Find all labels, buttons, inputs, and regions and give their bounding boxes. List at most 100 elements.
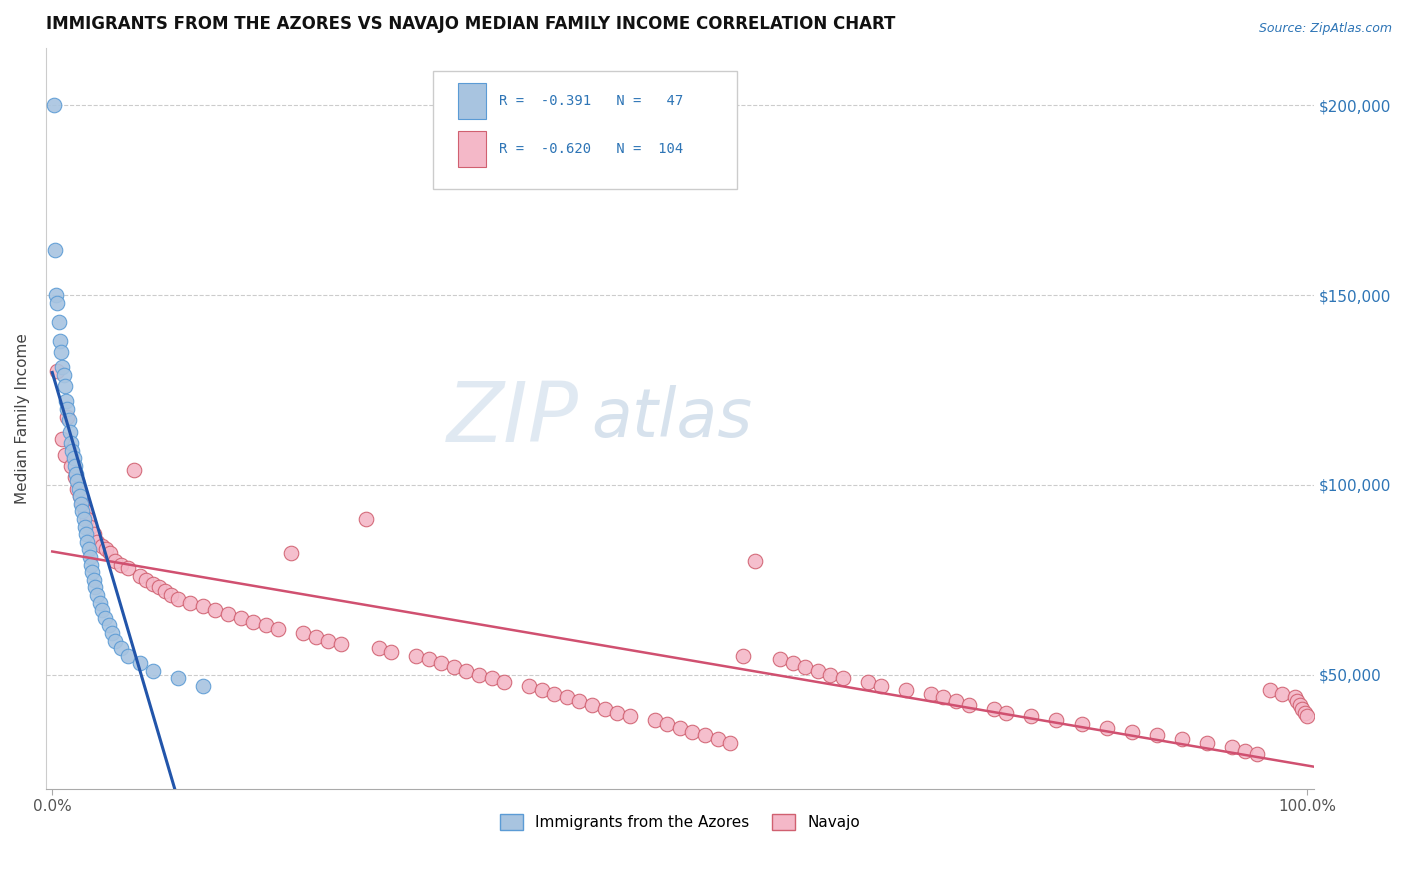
Point — [443, 660, 465, 674]
Point — [86, 588, 108, 602]
Point — [94, 611, 117, 625]
Point — [693, 728, 716, 742]
Point — [117, 561, 139, 575]
Point — [44, 243, 66, 257]
Point — [91, 539, 114, 553]
Point — [380, 645, 402, 659]
Text: R =  -0.391   N =   47: R = -0.391 N = 47 — [499, 94, 683, 108]
Point — [1171, 732, 1194, 747]
Text: ZIP: ZIP — [447, 378, 578, 459]
Point — [45, 288, 67, 302]
Point — [56, 402, 79, 417]
Point — [706, 732, 728, 747]
Point — [42, 98, 65, 112]
Point — [932, 690, 955, 705]
Point — [744, 554, 766, 568]
Point — [894, 682, 917, 697]
Point — [581, 698, 603, 712]
Point — [59, 425, 82, 439]
Point — [832, 672, 855, 686]
Point — [79, 549, 101, 564]
Point — [204, 603, 226, 617]
Point — [129, 657, 152, 671]
Text: IMMIGRANTS FROM THE AZORES VS NAVAJO MEDIAN FAMILY INCOME CORRELATION CHART: IMMIGRANTS FROM THE AZORES VS NAVAJO MED… — [46, 15, 896, 33]
Point — [56, 409, 79, 424]
Point — [142, 576, 165, 591]
Point — [468, 667, 491, 681]
Point — [456, 664, 478, 678]
Point — [418, 652, 440, 666]
Point — [166, 672, 188, 686]
Point — [53, 448, 76, 462]
Point — [644, 713, 666, 727]
Point — [82, 565, 104, 579]
Point — [51, 433, 73, 447]
Point — [83, 573, 105, 587]
Point — [76, 534, 98, 549]
Point — [66, 474, 89, 488]
Point — [593, 702, 616, 716]
Point — [530, 682, 553, 697]
Point — [568, 694, 591, 708]
Point — [135, 573, 157, 587]
Point — [89, 596, 111, 610]
Point — [1121, 724, 1143, 739]
Point — [481, 672, 503, 686]
Point — [494, 675, 516, 690]
Point — [1291, 702, 1313, 716]
Point — [794, 660, 817, 674]
Text: atlas: atlas — [591, 385, 752, 451]
Point — [72, 512, 94, 526]
Point — [869, 679, 891, 693]
Point — [80, 558, 103, 572]
Point — [329, 637, 352, 651]
Point — [543, 687, 565, 701]
Point — [65, 467, 87, 481]
Point — [69, 489, 91, 503]
Point — [1045, 713, 1067, 727]
Point — [46, 364, 69, 378]
Point — [229, 611, 252, 625]
Point — [66, 482, 89, 496]
Point — [995, 706, 1018, 720]
Point — [292, 626, 315, 640]
Point — [52, 368, 75, 382]
Point — [1220, 739, 1243, 754]
Point — [86, 534, 108, 549]
Point — [820, 667, 842, 681]
Point — [367, 641, 389, 656]
FancyBboxPatch shape — [458, 83, 486, 119]
Point — [73, 504, 96, 518]
Point — [807, 664, 830, 678]
Point — [76, 512, 98, 526]
Point — [142, 664, 165, 678]
Point — [254, 618, 277, 632]
Point — [782, 657, 804, 671]
Point — [517, 679, 540, 693]
Point — [62, 451, 84, 466]
Point — [1286, 694, 1309, 708]
Point — [98, 546, 121, 560]
Point — [405, 648, 427, 663]
Point — [718, 736, 741, 750]
Point — [69, 489, 91, 503]
Point — [53, 379, 76, 393]
Point — [1070, 717, 1092, 731]
Point — [83, 527, 105, 541]
Point — [555, 690, 578, 705]
Point — [318, 633, 340, 648]
Point — [60, 436, 83, 450]
Point — [305, 630, 328, 644]
Point — [77, 542, 100, 557]
Point — [96, 542, 118, 557]
Point — [430, 657, 453, 671]
Point — [280, 546, 302, 560]
Point — [110, 558, 132, 572]
Point — [129, 569, 152, 583]
Point — [48, 315, 70, 329]
Point — [657, 717, 679, 731]
Point — [769, 652, 792, 666]
Legend: Immigrants from the Azores, Navajo: Immigrants from the Azores, Navajo — [494, 808, 866, 837]
FancyBboxPatch shape — [458, 131, 486, 167]
Point — [60, 458, 83, 473]
